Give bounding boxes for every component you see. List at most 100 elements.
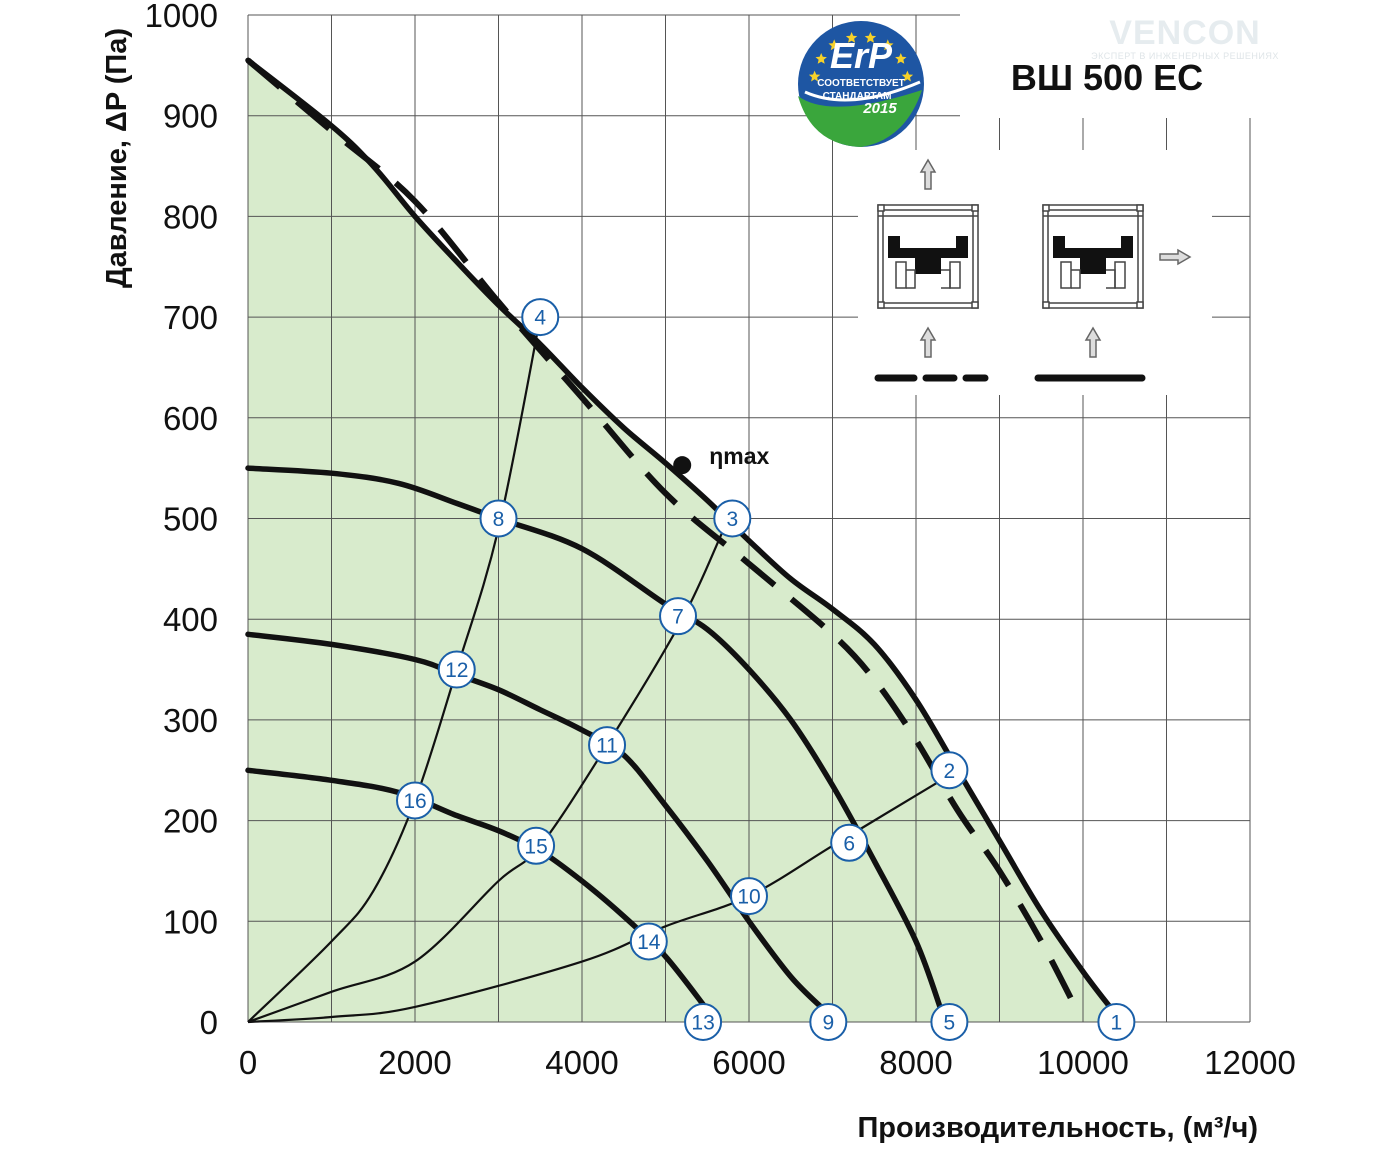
star-icon xyxy=(808,70,821,82)
y-tick-label: 300 xyxy=(163,702,218,739)
eta-max-label: ηmax xyxy=(709,443,769,469)
y-tick-label: 700 xyxy=(163,299,218,336)
y-tick-label: 100 xyxy=(163,903,218,940)
point-label: 4 xyxy=(534,307,546,330)
point-label: 16 xyxy=(403,790,426,813)
y-axis-title: Давление, ΔP (Па) xyxy=(101,28,133,288)
erp-badge-line1: СООТВЕТСТВУЕТ xyxy=(817,78,905,89)
fan-curve-line xyxy=(245,57,1115,1013)
x-tick-label: 8000 xyxy=(879,1044,952,1081)
operating-point-2: 2 xyxy=(930,751,969,790)
erp-badge-title: ErP xyxy=(830,35,893,76)
operating-point-9: 9 xyxy=(809,1003,848,1041)
operating-point-4: 4 xyxy=(521,298,560,337)
legend-panel-bg xyxy=(960,2,1260,118)
operating-point-13: 13 xyxy=(684,1003,723,1041)
star-icon xyxy=(901,70,914,82)
star-icon xyxy=(882,39,894,51)
point-marker xyxy=(1097,1003,1136,1041)
point-label: 1 xyxy=(1111,1012,1123,1035)
fan-box-horizontal-icon xyxy=(1042,204,1144,309)
x-tick-label: 12000 xyxy=(1204,1044,1296,1081)
operating-point-1: 1 xyxy=(1097,1003,1136,1041)
star-icon xyxy=(815,53,827,64)
point-marker xyxy=(521,298,560,337)
y-tick-label: 600 xyxy=(163,400,218,437)
point-marker xyxy=(809,1003,848,1041)
x-tick-label: 0 xyxy=(239,1044,257,1081)
star-icon xyxy=(895,53,907,64)
x-tick-label: 4000 xyxy=(545,1044,618,1081)
operating-point-5: 5 xyxy=(930,1003,969,1041)
operating-point-16: 16 xyxy=(396,781,434,820)
point-label: 10 xyxy=(737,886,760,909)
operating-point-15: 15 xyxy=(517,826,556,865)
point-label: 3 xyxy=(726,508,738,531)
fan-box-vertical-icon xyxy=(877,204,979,309)
point-marker xyxy=(517,826,556,865)
x-tick-label: 10000 xyxy=(1037,1044,1129,1081)
operating-point-14: 14 xyxy=(629,922,668,961)
eta-max-point xyxy=(673,456,692,475)
point-marker xyxy=(713,499,752,538)
y-tick-label: 800 xyxy=(163,198,218,235)
point-marker xyxy=(588,726,627,765)
operating-point-8: 8 xyxy=(479,499,518,538)
y-tick-label: 1000 xyxy=(145,0,218,34)
point-label: 7 xyxy=(672,606,684,629)
point-marker xyxy=(479,499,518,538)
point-marker xyxy=(830,823,869,862)
operating-point-7: 7 xyxy=(659,597,698,636)
point-marker xyxy=(396,781,434,820)
point-label: 8 xyxy=(493,508,505,531)
legend-panel xyxy=(858,150,1212,395)
point-marker xyxy=(659,597,698,636)
operating-point-6: 6 xyxy=(830,823,869,862)
point-marker xyxy=(629,922,668,961)
point-marker xyxy=(437,650,476,689)
x-axis-title: Производительность, (м³/ч) xyxy=(857,1112,1258,1144)
brand-tagline: ЭКСПЕРТ В ИНЖЕНЕРНЫХ РЕШЕНИЯХ xyxy=(1091,51,1279,61)
x-tick-labels: 0 2000 4000 6000 8000 10000 12000 xyxy=(239,1044,1296,1081)
point-label: 11 xyxy=(596,735,618,758)
x-tick-label: 2000 xyxy=(378,1044,451,1081)
point-label: 6 xyxy=(843,832,855,855)
arrow-up-icon xyxy=(919,326,937,358)
max-dashed-curve xyxy=(246,58,1082,1016)
erp-badge: ErP СООТВЕТСТВУЕТ СТАНДАРТАМ 2015 xyxy=(798,21,924,147)
arrow-up-icon xyxy=(919,158,937,190)
y-tick-label: 900 xyxy=(163,98,218,135)
point-label: 5 xyxy=(944,1012,956,1035)
point-label: 2 xyxy=(944,760,956,783)
x-tick-label: 6000 xyxy=(712,1044,785,1081)
star-icon xyxy=(828,39,840,51)
point-marker xyxy=(930,751,969,790)
erp-stars-icon xyxy=(808,32,914,82)
point-marker xyxy=(684,1003,723,1041)
operating-point-3: 3 xyxy=(713,499,752,538)
model-title: ВШ 500 ЕС xyxy=(1011,57,1203,98)
point-label: 9 xyxy=(822,1012,834,1035)
fan-curve-line xyxy=(245,631,827,1013)
star-icon xyxy=(845,32,858,43)
operating-point-11: 11 xyxy=(588,726,627,765)
arrow-right-icon xyxy=(1159,248,1192,266)
point-marker xyxy=(730,877,768,916)
point-label: 12 xyxy=(445,659,468,682)
system-curve-line xyxy=(247,316,542,1023)
star-icon xyxy=(864,32,877,43)
y-tick-label: 500 xyxy=(163,501,218,538)
point-label: 13 xyxy=(691,1012,714,1035)
point-label: 15 xyxy=(524,835,547,858)
arrow-up-icon xyxy=(1084,326,1102,358)
point-marker xyxy=(930,1003,969,1041)
point-label: 14 xyxy=(637,931,661,954)
brand-logo-text: VENCON xyxy=(1109,14,1260,52)
y-tick-label: 400 xyxy=(163,601,218,638)
operating-point-10: 10 xyxy=(730,877,768,916)
operating-point-12: 12 xyxy=(437,650,476,689)
operating-area-fill xyxy=(248,60,1113,1023)
